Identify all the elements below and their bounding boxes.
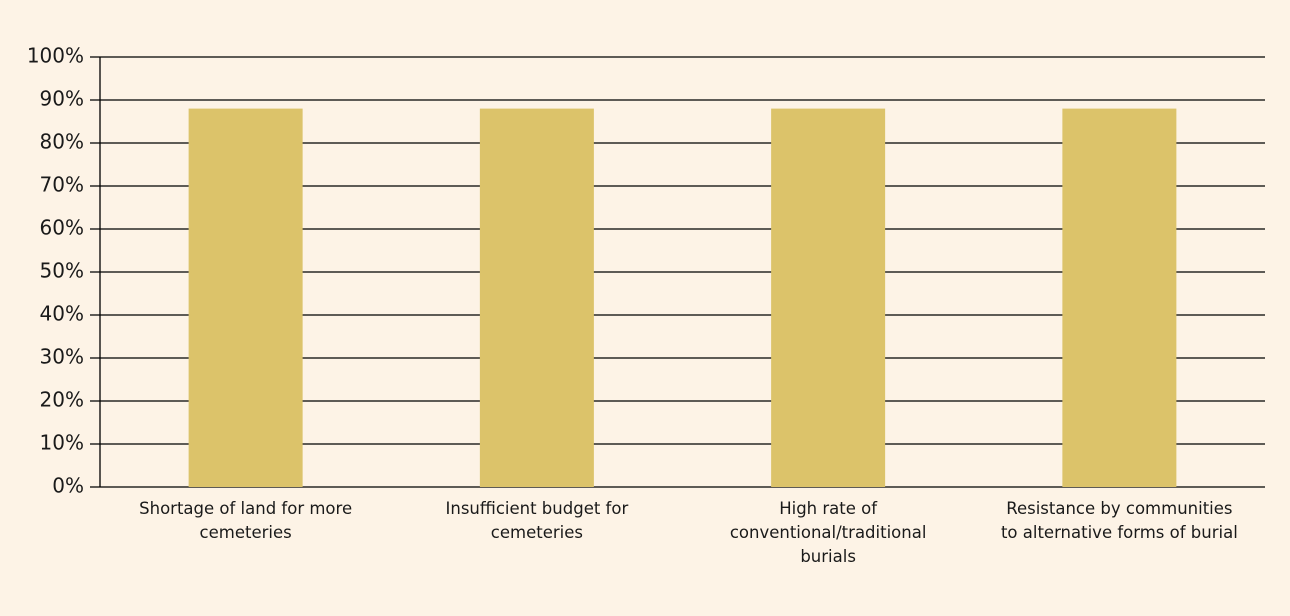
y-tick-label: 10% (40, 431, 84, 455)
y-tick-label: 40% (40, 302, 84, 326)
y-tick-label: 70% (40, 173, 84, 197)
bar (188, 108, 303, 487)
y-tick-label: 100% (27, 44, 84, 68)
bar (771, 108, 886, 487)
x-tick-label: Resistance by communities to alternative… (1000, 499, 1238, 542)
bar (1062, 108, 1177, 487)
y-tick-label: 80% (40, 130, 84, 154)
bar (479, 108, 594, 487)
y-tick-label: 50% (40, 259, 84, 283)
y-tick-label: 0% (52, 474, 84, 498)
x-tick-label: Insufficient budget for cemeteries (445, 499, 629, 542)
x-tick-label: High rate of conventional/traditional bu… (729, 499, 927, 566)
y-tick-label: 60% (40, 216, 84, 240)
y-tick-label: 20% (40, 388, 84, 412)
y-tick-label: 90% (40, 87, 84, 111)
y-tick-label: 30% (40, 345, 84, 369)
x-tick-label: Shortage of land for more cemeteries (139, 499, 353, 542)
